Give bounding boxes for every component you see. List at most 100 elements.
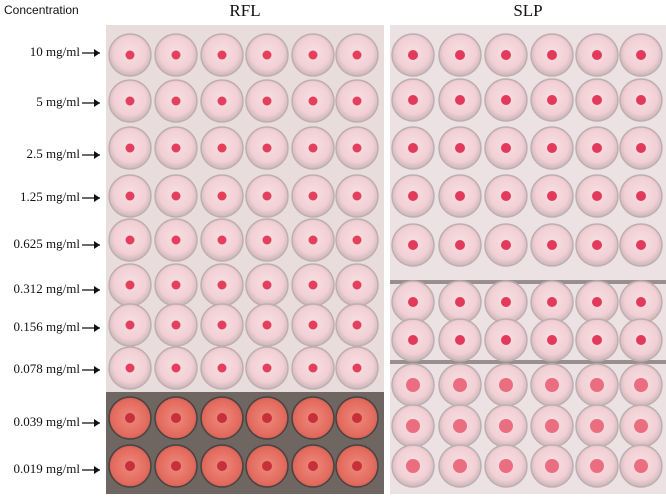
dot [501,95,511,105]
row-label: 0.312 mg/ml [14,281,81,296]
dot [453,459,467,473]
dot [308,461,318,471]
row-label: 5 mg/ml [36,94,80,109]
dot [262,143,272,153]
dot [171,235,181,245]
dot [352,363,362,373]
dot [408,191,418,201]
dot [455,191,465,201]
dot [352,461,362,471]
row-label: 1.25 mg/ml [20,189,80,204]
dot [262,191,272,201]
dot [406,459,420,473]
dot [636,143,646,153]
dot [217,280,227,290]
row-label: 0.039 mg/ml [14,414,81,429]
dot [545,378,559,392]
dot [308,50,318,60]
dot [547,143,557,153]
plate-seam [390,280,666,284]
dot [634,459,648,473]
dot [125,413,135,423]
dot [455,50,465,60]
dot [545,419,559,433]
dot [408,95,418,105]
dot [590,378,604,392]
dot [592,297,602,307]
dot [547,335,557,345]
dot [352,413,362,423]
dot [125,50,135,60]
dot [262,413,272,423]
dot [262,96,272,106]
dot [308,280,318,290]
dot [636,297,646,307]
dot [592,191,602,201]
dot [171,143,181,153]
dot [262,363,272,373]
arrow-head [94,366,100,374]
dot [547,191,557,201]
dot [171,280,181,290]
arrow-head [94,419,100,427]
dot [125,320,135,330]
dot [634,378,648,392]
dot [592,50,602,60]
dot [171,96,181,106]
row-label: 0.019 mg/ml [14,461,81,476]
dot [125,191,135,201]
dot [308,96,318,106]
dot [501,143,511,153]
dot [171,320,181,330]
dot [592,335,602,345]
arrow-head [94,49,100,57]
dot [453,419,467,433]
dot [217,413,227,423]
dot [352,320,362,330]
dot [501,297,511,307]
dot [308,413,318,423]
row-label: 10 mg/ml [30,44,81,59]
dot [308,143,318,153]
dot [408,335,418,345]
dot [453,378,467,392]
dot [125,143,135,153]
dot [217,191,227,201]
dot [499,378,513,392]
dot [352,191,362,201]
dot [352,96,362,106]
dot [636,191,646,201]
arrow-head [94,241,100,249]
dot [125,235,135,245]
dot [217,143,227,153]
dot [408,240,418,250]
dot [217,363,227,373]
dot [499,419,513,433]
dot [545,459,559,473]
dot [308,320,318,330]
dot [217,235,227,245]
dot [592,240,602,250]
dot [455,335,465,345]
dot [217,50,227,60]
dot [592,143,602,153]
dot [501,191,511,201]
panel-title: SLP [513,1,542,20]
dot [352,143,362,153]
dot [262,235,272,245]
dot [636,95,646,105]
dot [634,419,648,433]
dot [125,280,135,290]
arrow-head [94,324,100,332]
dot [547,50,557,60]
dot [501,335,511,345]
arrow-head [94,466,100,474]
dot [455,297,465,307]
dot [406,419,420,433]
dot [217,461,227,471]
dot [501,240,511,250]
arrow-head [94,194,100,202]
row-label: 2.5 mg/ml [27,146,81,161]
dot [171,363,181,373]
dot [408,297,418,307]
